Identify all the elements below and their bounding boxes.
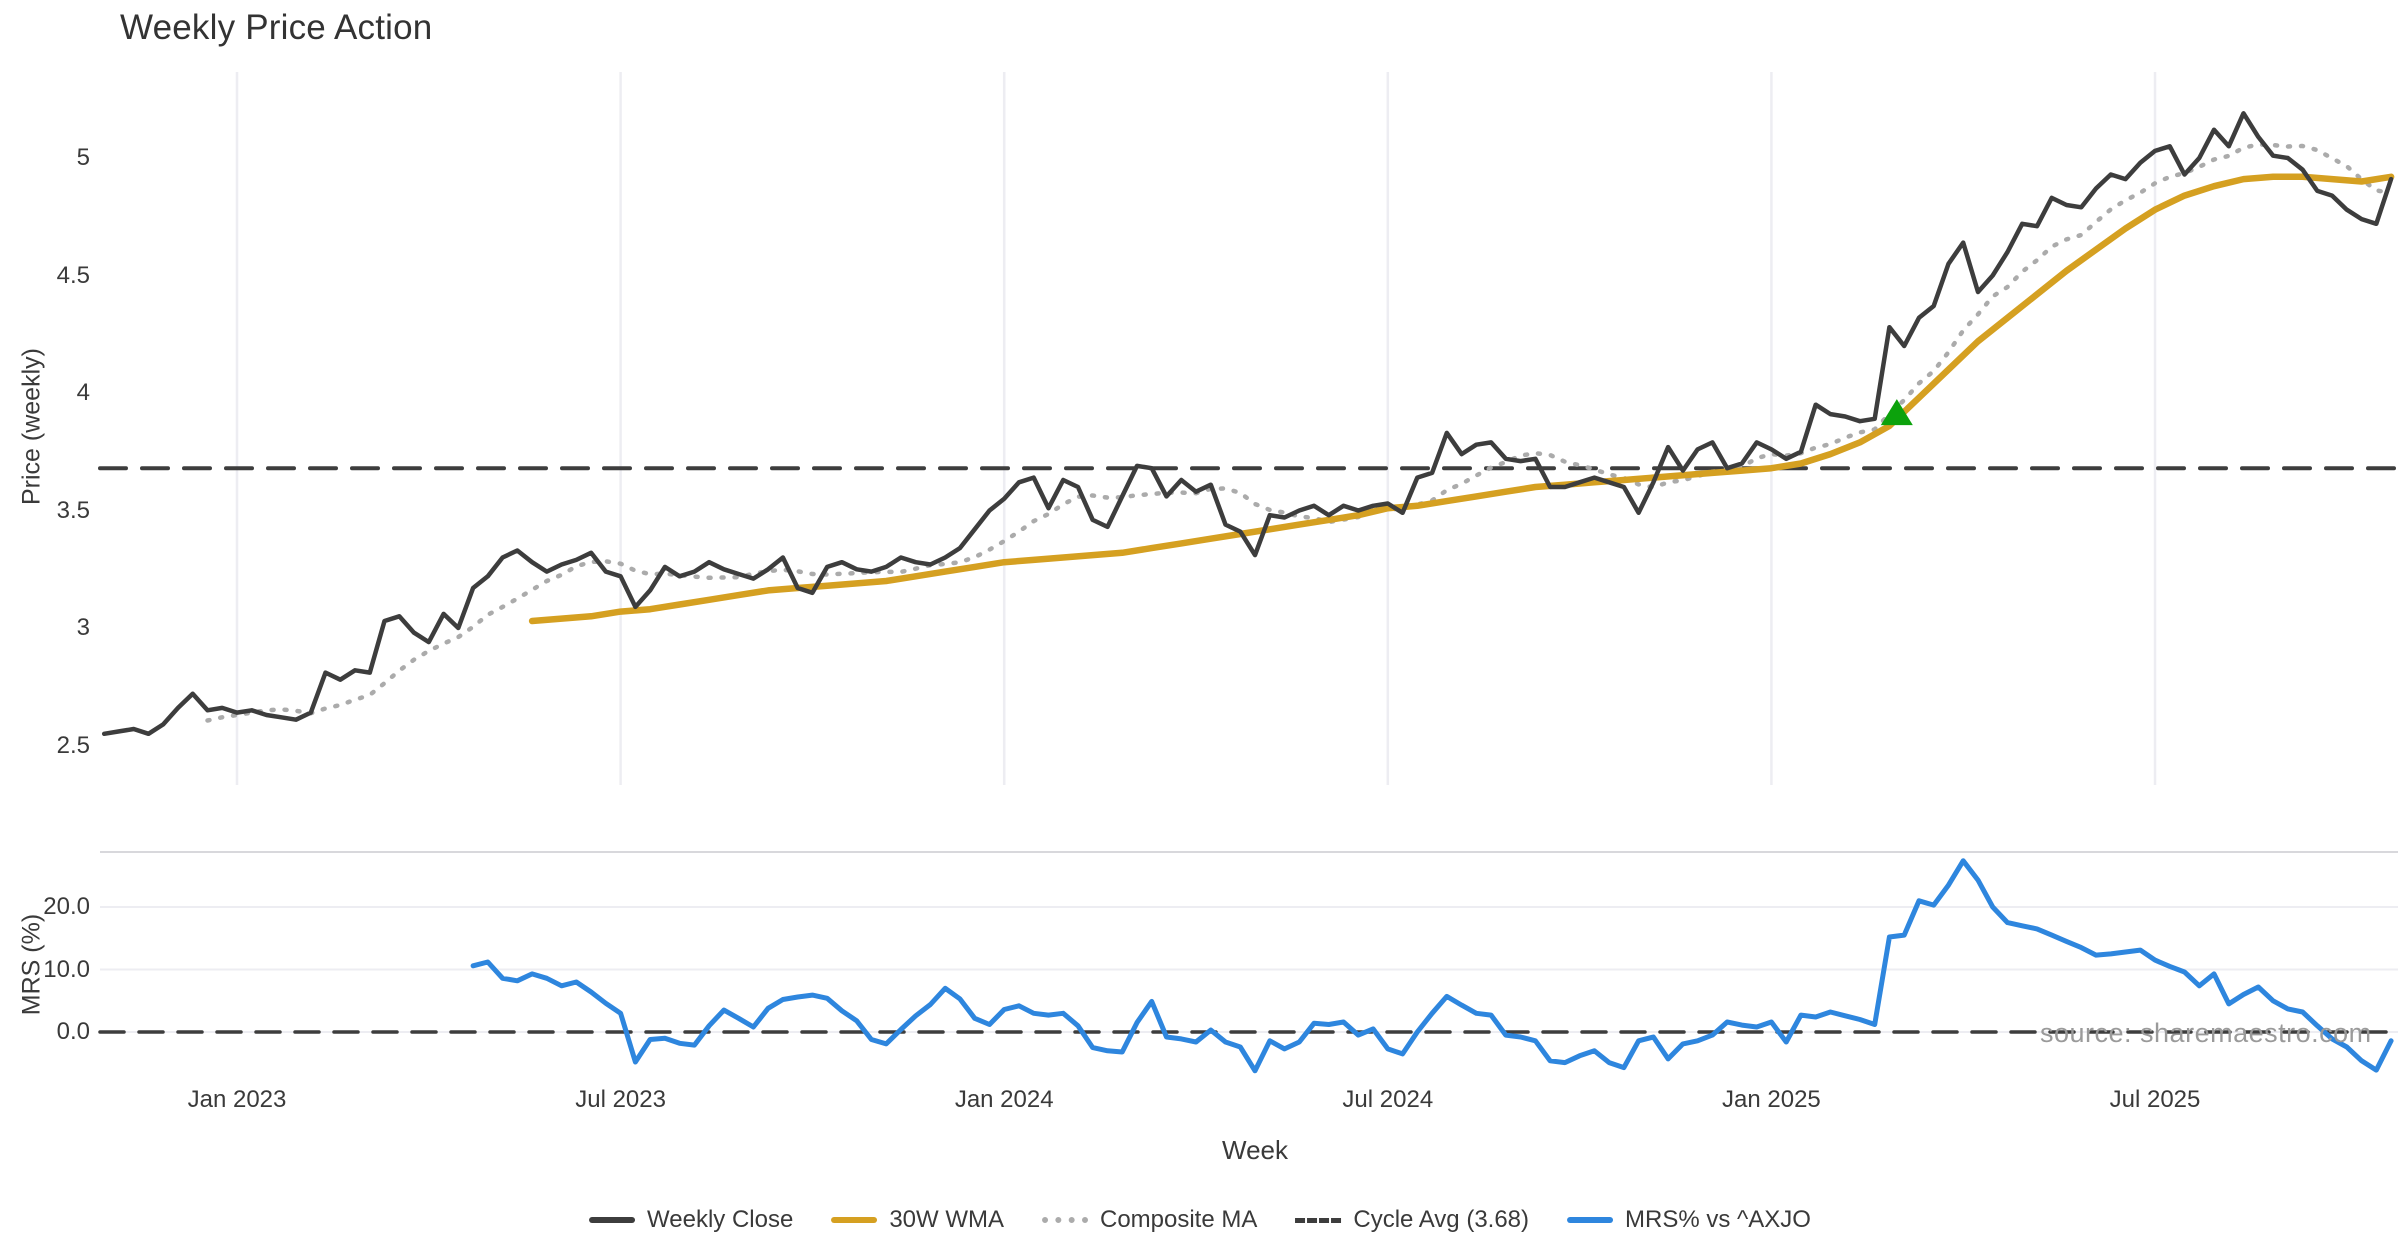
price-gridlines — [235, 72, 2157, 785]
price-axis-title: Price (weekly) — [17, 348, 46, 505]
mrs-swatch-icon — [1567, 1217, 1614, 1223]
price-tick-label: 4.5 — [56, 261, 90, 289]
composite-ma-swatch-icon — [1041, 1217, 1088, 1223]
x-axis-title: Week — [1222, 1135, 1288, 1165]
price-tick-label: 4 — [76, 379, 90, 406]
wma-swatch-icon — [831, 1217, 878, 1223]
price-tick-label: 5 — [76, 144, 90, 171]
mrs-tick-label: 10.0 — [43, 955, 90, 983]
mrs-tick-label: 0.0 — [56, 1018, 90, 1045]
x-tick-label: Jul 2023 — [575, 1086, 666, 1113]
legend-label: Cycle Avg (3.68) — [1353, 1206, 1530, 1233]
composite-ma-line — [205, 142, 2394, 723]
x-tick-label: Jan 2024 — [954, 1086, 1054, 1113]
cycle-avg-swatch-icon — [1295, 1217, 1342, 1223]
legend: Weekly Close 30W WMA Composite MA Cycle … — [589, 1206, 1811, 1234]
watermark: source: sharemaestro.com — [2040, 1018, 2372, 1048]
mrs-gridlines — [100, 906, 2398, 1033]
buy-signal-triangle-icon — [1880, 399, 1913, 426]
price-tick-label: 2.5 — [56, 731, 90, 759]
weekly-close-swatch-icon — [589, 1217, 636, 1223]
legend-item-mrs: MRS% vs ^AXJO — [1567, 1206, 1811, 1234]
price-tick-label: 3 — [76, 614, 90, 641]
legend-label: Composite MA — [1099, 1206, 1258, 1233]
page-title: Weekly Price Action — [120, 8, 433, 47]
legend-item-cycle-avg: Cycle Avg (3.68) — [1295, 1206, 1529, 1234]
legend-label: MRS% vs ^AXJO — [1625, 1206, 1811, 1233]
x-tick-label: Jan 2025 — [1722, 1086, 1821, 1113]
mrs-line — [470, 858, 2394, 1074]
wma-line — [528, 173, 2395, 625]
price-tick-label: 3.5 — [56, 496, 90, 524]
legend-item-30w-wma: 30W WMA — [831, 1206, 1004, 1234]
legend-item-composite-ma: Composite MA — [1041, 1206, 1258, 1234]
weekly-close-line — [101, 111, 2394, 737]
x-tick-label: Jul 2024 — [1342, 1086, 1434, 1113]
mrs-tick-label: 20.0 — [43, 893, 90, 920]
x-tick-label: Jul 2025 — [2109, 1086, 2201, 1113]
x-tick-label: Jan 2023 — [187, 1086, 287, 1113]
legend-item-weekly-close: Weekly Close — [589, 1206, 793, 1234]
legend-label: 30W WMA — [889, 1206, 1004, 1233]
legend-label: Weekly Close — [647, 1206, 794, 1233]
